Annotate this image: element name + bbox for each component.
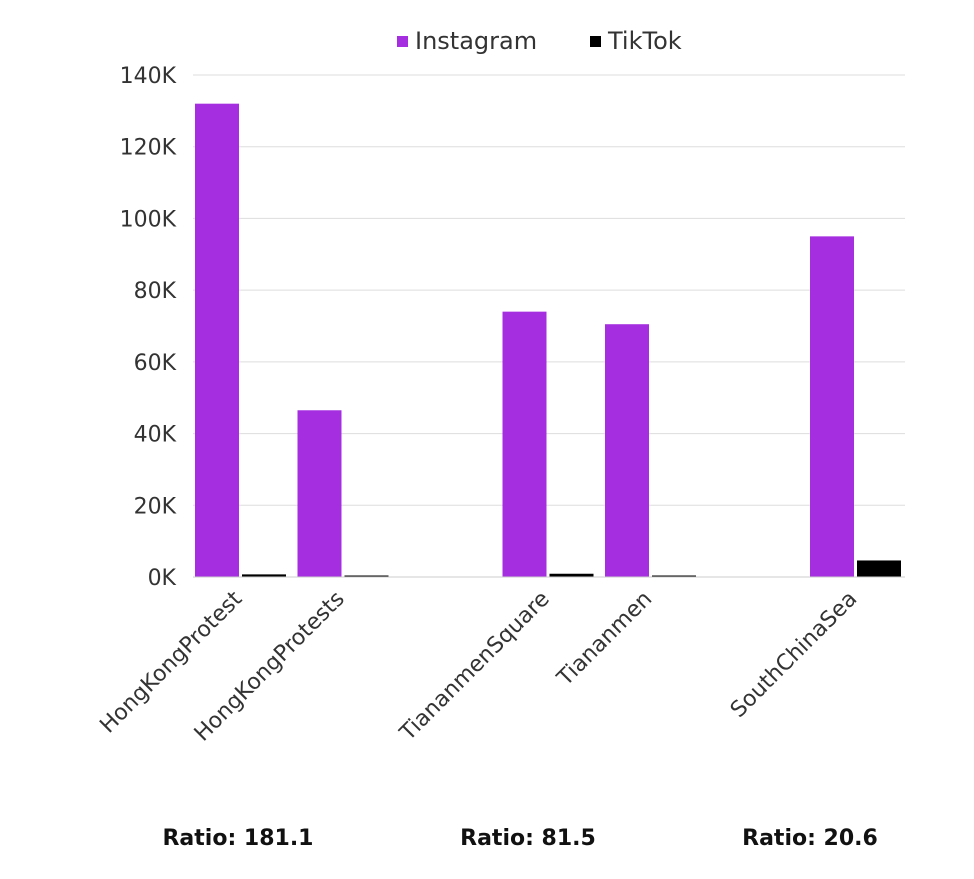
y-tick-label: 60K: [134, 351, 177, 376]
ratio-annotation-tiananmen: Ratio: 81.5: [460, 826, 596, 851]
x-category-label: SouthChinaSea: [726, 587, 862, 723]
y-axis-tick-labels: 0K 20K 40K 60K 80K 100K 120K 140K: [120, 64, 177, 591]
ratio-annotation-southchinasea: Ratio: 20.6: [742, 826, 878, 851]
bar-instagram-tiananmen: [605, 324, 649, 577]
bar-tiktok-hongkongprotests: [344, 575, 389, 577]
legend: Instagram TikTok: [397, 27, 682, 55]
bar-instagram-hongkongprotests: [297, 410, 342, 577]
bar-tiktok-tiananmen: [652, 575, 696, 577]
y-tick-label: 0K: [148, 566, 177, 591]
legend-swatch-tiktok: [590, 36, 601, 47]
y-tick-label: 140K: [120, 64, 177, 89]
legend-swatch-instagram: [397, 36, 408, 47]
bar-instagram-hongkongprotest: [195, 103, 239, 577]
bar-instagram-tiananmensquare: [502, 311, 547, 577]
y-tick-label: 80K: [134, 279, 177, 304]
y-tick-label: 100K: [120, 207, 177, 232]
bar-instagram-southchinasea: [810, 236, 854, 577]
bars: [195, 103, 901, 577]
legend-label-instagram: Instagram: [415, 27, 537, 55]
bar-tiktok-hongkongprotest: [242, 574, 286, 577]
bar-tiktok-tiananmensquare: [549, 573, 594, 577]
ratio-annotations: Ratio: 181.1 Ratio: 81.5 Ratio: 20.6: [162, 826, 877, 851]
bar-tiktok-southchinasea: [857, 560, 901, 577]
legend-label-tiktok: TikTok: [607, 27, 682, 55]
x-category-label: Tiananmen: [552, 587, 657, 692]
x-category-label: TiananmenSquare: [395, 587, 555, 747]
ratio-annotation-hongkong: Ratio: 181.1: [162, 826, 313, 851]
y-tick-label: 40K: [134, 423, 177, 448]
y-tick-label: 120K: [120, 136, 177, 161]
y-tick-label: 20K: [134, 494, 177, 519]
